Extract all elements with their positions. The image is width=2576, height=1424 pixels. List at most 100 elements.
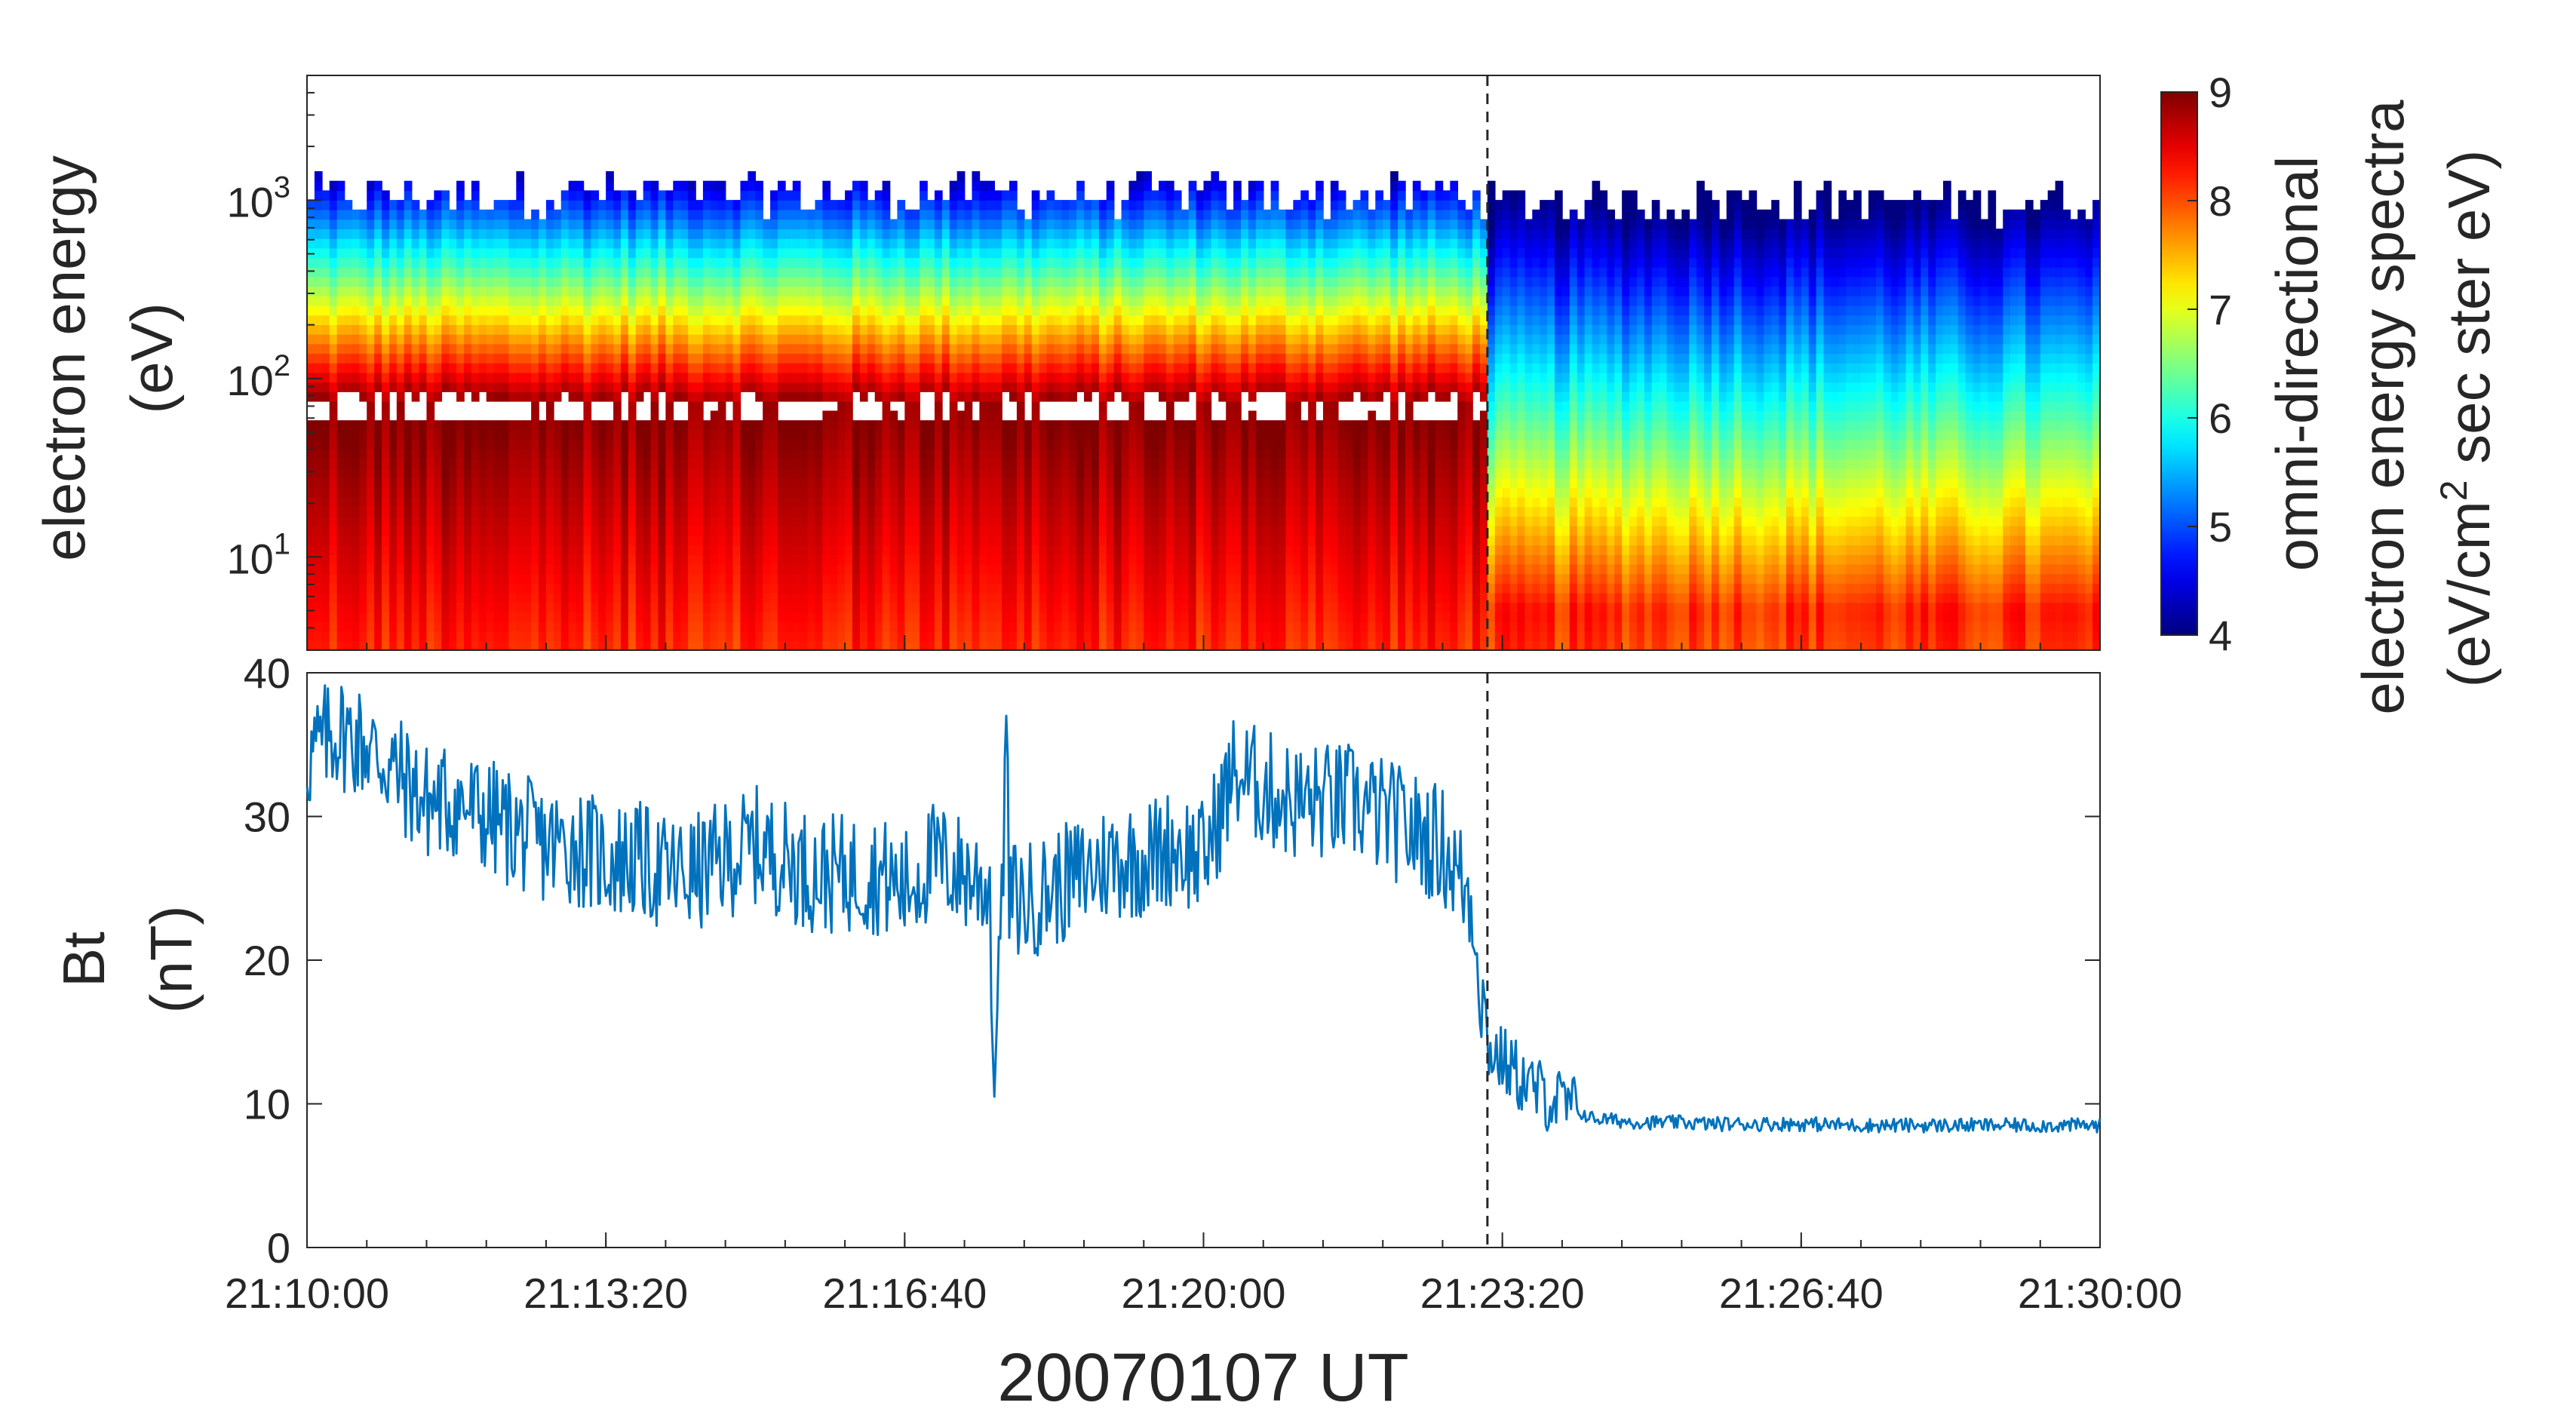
spectrogram-cell <box>463 583 472 594</box>
spectrogram-cell <box>777 305 786 316</box>
spectrogram-cell <box>732 535 741 546</box>
spectrogram-cell <box>1091 573 1100 584</box>
spectrogram-cell <box>673 315 682 325</box>
spectrogram-cell <box>545 238 554 249</box>
spectrogram-cell <box>501 247 510 259</box>
spectrogram-cell <box>419 583 428 594</box>
spectrogram-cell <box>471 449 480 459</box>
spectrogram-cell <box>740 219 749 229</box>
spectrogram-cell <box>359 247 368 259</box>
spectrogram-cell <box>1002 631 1010 642</box>
spectrogram-cell <box>837 286 846 296</box>
spectrogram-cell <box>755 267 763 278</box>
spectrogram-cell <box>964 400 973 412</box>
spectrogram-cell <box>441 496 450 508</box>
spectrogram-cell <box>927 487 935 498</box>
spectrogram-cell <box>531 602 539 612</box>
spectrogram-cell <box>1024 631 1033 642</box>
spectrogram-cell <box>583 286 592 296</box>
spectrogram-cell <box>576 573 585 584</box>
spectrogram-cell <box>531 353 539 364</box>
spectrogram-cell <box>807 229 816 239</box>
spectrogram-cell <box>964 640 973 651</box>
spectrogram-cell <box>650 229 659 239</box>
spectrogram-cell <box>755 535 763 546</box>
spectrogram-cell <box>388 305 398 316</box>
spectrogram-cell <box>904 238 913 249</box>
spectrogram-cell <box>680 583 689 594</box>
spectrogram-cell <box>800 468 809 479</box>
spectrogram-cell <box>1009 276 1018 287</box>
spectrogram-cell <box>1046 247 1055 259</box>
spectrogram-cell <box>822 238 831 249</box>
spectrogram-cell <box>837 429 846 440</box>
spectrogram-cell <box>650 391 659 402</box>
spectrogram-cell <box>359 276 368 287</box>
spectrogram-cell <box>859 276 868 287</box>
spectrogram-cell <box>486 640 495 651</box>
spectrogram-cell <box>807 477 816 488</box>
spectrogram-cell <box>695 372 704 383</box>
spectrogram-cell <box>994 296 1002 306</box>
spectrogram-cell <box>755 612 763 622</box>
spectrogram-cell <box>852 592 861 603</box>
spectrogram-cell <box>710 257 719 268</box>
spectrogram-cell <box>956 333 966 345</box>
spectrogram-cell <box>359 429 368 440</box>
spectrogram-cell <box>478 602 487 612</box>
spectrogram-cell <box>815 296 824 306</box>
spectrogram-cell <box>807 324 816 335</box>
spectrogram-cell <box>591 219 600 229</box>
spectrogram-cell <box>307 612 315 622</box>
spectrogram-cell <box>859 353 868 364</box>
spectrogram-cell <box>478 382 487 392</box>
spectrogram-cell <box>478 247 487 259</box>
spectrogram-cell <box>426 343 435 354</box>
spectrogram-cell <box>763 343 771 354</box>
spectrogram-cell <box>867 333 876 345</box>
spectrogram-cell <box>837 238 846 249</box>
spectrogram-cell <box>740 525 749 536</box>
spectrogram-cell <box>508 535 517 546</box>
spectrogram-cell <box>837 554 846 565</box>
spectrogram-cell <box>419 640 428 651</box>
spectrogram-cell <box>531 525 539 536</box>
spectrogram-cell <box>352 286 361 296</box>
spectrogram-cell <box>539 372 547 383</box>
spectrogram-cell <box>508 209 517 220</box>
spectrogram-cell <box>770 535 778 546</box>
spectrogram-cell <box>1024 420 1033 431</box>
spectrogram-cell <box>396 420 405 431</box>
spectrogram-cell <box>934 363 943 373</box>
spectrogram-cell <box>755 296 763 306</box>
spectrogram-cell <box>702 229 711 239</box>
spectrogram-cell <box>367 496 375 508</box>
spectrogram-cell <box>1016 621 1025 632</box>
spectrogram-cell <box>314 640 323 651</box>
spectrogram-cell <box>680 190 689 201</box>
spectrogram-cell <box>598 363 606 373</box>
spectrogram-cell <box>628 583 637 594</box>
spectrogram-cell <box>1054 525 1063 536</box>
spectrogram-cell <box>710 545 719 555</box>
spectrogram-cell <box>1009 477 1018 488</box>
spectrogram-cell <box>867 487 876 498</box>
spectrogram-cell <box>732 219 741 229</box>
spectrogram-cell <box>441 229 450 239</box>
spectrogram-cell <box>1046 602 1055 612</box>
spectrogram-cell <box>441 516 450 526</box>
spectrogram-cell <box>755 363 763 373</box>
spectrogram-cell <box>1016 640 1025 651</box>
spectrogram-cell <box>367 525 375 536</box>
spectrogram-cell <box>1002 640 1010 651</box>
spectrogram-cell <box>321 286 330 296</box>
spectrogram-cell <box>434 247 443 259</box>
spectrogram-cell <box>359 563 368 575</box>
spectrogram-cell <box>852 305 861 316</box>
spectrogram-cell <box>897 545 906 555</box>
spectrogram-cell <box>1106 382 1115 392</box>
spectrogram-cell <box>740 363 749 373</box>
spectrogram-cell <box>1009 554 1018 565</box>
spectrogram-cell <box>396 200 405 210</box>
spectrogram-cell <box>815 333 824 345</box>
